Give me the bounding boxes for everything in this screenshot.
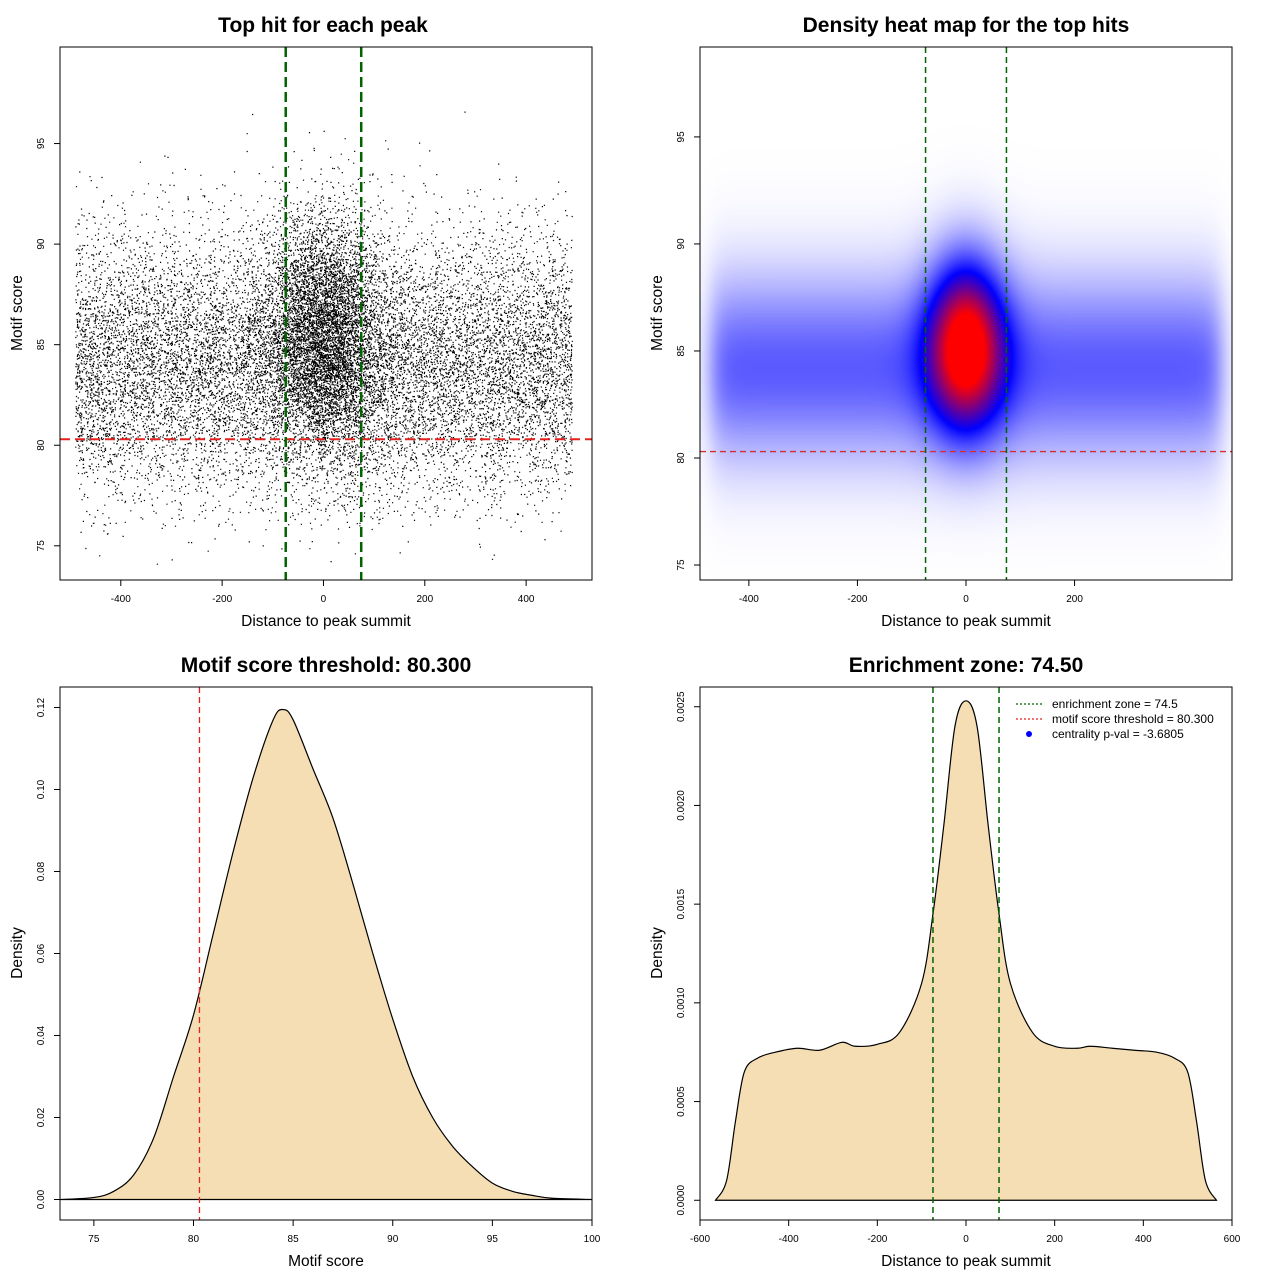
panel-distance-density: Enrichment zone: 74.50 enrichment zone =… (649, 654, 1241, 1270)
y-tick-label: 0.00 (36, 1189, 47, 1209)
chart-title: Top hit for each peak (218, 14, 428, 37)
y-axis: 0.00 0.02 0.04 0.06 0.08 0.10 0.12 (36, 697, 61, 1209)
x-tick-label: -600 (690, 1234, 710, 1245)
x-tick-label: 75 (88, 1234, 100, 1245)
x-axis: 75 80 85 90 95 100 (88, 1219, 601, 1245)
x-tick-label: 85 (288, 1234, 300, 1245)
density-curve (60, 708, 592, 1201)
panel-score-density: Motif score threshold: 80.300 75 80 85 90 95… (9, 654, 601, 1270)
y-tick-label: 0.02 (36, 1107, 47, 1127)
y-tick-label: 0.10 (36, 779, 47, 799)
x-tick-label: 200 (416, 594, 433, 605)
y-axis-label: Motif score (9, 275, 26, 351)
y-tick-label: 85 (676, 345, 687, 357)
y-tick-label: 0.06 (36, 943, 47, 963)
x-tick-label: 90 (387, 1234, 399, 1245)
x-tick-label: 200 (1066, 594, 1083, 605)
y-tick-label: 95 (676, 131, 687, 143)
y-axis-label: Density (9, 927, 26, 979)
y-axis: 75 80 85 90 95 (36, 138, 61, 552)
y-tick-label: 75 (36, 540, 47, 552)
x-tick-label: 80 (188, 1234, 200, 1245)
y-tick-label: 90 (676, 238, 687, 250)
y-tick-label: 85 (36, 339, 47, 351)
y-tick-label: 80 (676, 452, 687, 464)
x-tick-label: 0 (321, 594, 327, 605)
y-tick-label: 0.0010 (676, 987, 687, 1018)
y-tick-label: 75 (676, 559, 687, 571)
x-tick-label: 100 (584, 1234, 601, 1245)
x-tick-label: 95 (487, 1234, 499, 1245)
x-axis: -400 -200 0 200 (739, 579, 1083, 605)
scatter-points (75, 111, 573, 565)
x-tick-label: 400 (518, 594, 535, 605)
y-tick-label: 0.0000 (676, 1185, 687, 1216)
y-tick-label: 0.0025 (676, 691, 687, 722)
y-tick-label: 0.12 (36, 697, 47, 717)
legend-label-p-value: centrality p-val = -3.6805 (1052, 727, 1184, 741)
x-tick-label: 400 (1135, 1234, 1152, 1245)
x-axis-label: Distance to peak summit (881, 1253, 1051, 1270)
x-tick-label: -200 (847, 594, 867, 605)
y-tick-label: 0.08 (36, 861, 47, 881)
y-tick-label: 80 (36, 439, 47, 451)
x-tick-label: 600 (1224, 1234, 1241, 1245)
x-axis-label: Motif score (288, 1253, 364, 1270)
legend: enrichment zone = 74.5 motif score thres… (1016, 697, 1214, 741)
legend-label-threshold: motif score threshold = 80.300 (1052, 712, 1214, 726)
scatter-point-cloud (75, 111, 573, 565)
chart-title: Enrichment zone: 74.50 (849, 654, 1084, 677)
x-tick-label: -200 (212, 594, 232, 605)
panel-heatmap: Density heat map for the top hits -400 -2… (649, 14, 1233, 630)
y-tick-label: 90 (36, 238, 47, 250)
chart-title: Motif score threshold: 80.300 (181, 654, 472, 677)
y-tick-label: 95 (36, 138, 47, 150)
y-axis: 0.0000 0.0005 0.0010 0.0015 0.0020 0.0025 (676, 691, 701, 1216)
y-tick-label: 0.04 (36, 1025, 47, 1045)
x-tick-label: -200 (867, 1234, 887, 1245)
chart-title: Density heat map for the top hits (803, 14, 1130, 37)
x-axis-label: Distance to peak summit (241, 613, 411, 630)
y-tick-label: 0.0020 (676, 790, 687, 821)
x-axis-label: Distance to peak summit (881, 613, 1051, 630)
density-heatmap (700, 47, 1232, 580)
legend-label-enrichment-zone: enrichment zone = 74.5 (1052, 697, 1178, 711)
x-tick-label: 0 (963, 1234, 969, 1245)
x-tick-label: -400 (111, 594, 131, 605)
y-axis: 75 80 85 90 95 (676, 131, 701, 571)
x-tick-label: 0 (963, 594, 969, 605)
legend-dot-p-value (1026, 731, 1032, 737)
x-tick-label: -400 (739, 594, 759, 605)
density-curve (714, 700, 1218, 1201)
y-axis-label: Density (649, 927, 666, 979)
x-tick-label: -400 (779, 1234, 799, 1245)
panel-scatter: Top hit for each peak -400 -200 0 200 400 75… (9, 14, 593, 630)
y-axis-label: Motif score (649, 275, 666, 351)
x-tick-label: 200 (1046, 1234, 1063, 1245)
x-axis: -600 -400 -200 0 200 400 600 (690, 1219, 1241, 1245)
y-tick-label: 0.0015 (676, 888, 687, 919)
x-axis: -400 -200 0 200 400 (111, 579, 535, 605)
y-tick-label: 0.0005 (676, 1086, 687, 1117)
